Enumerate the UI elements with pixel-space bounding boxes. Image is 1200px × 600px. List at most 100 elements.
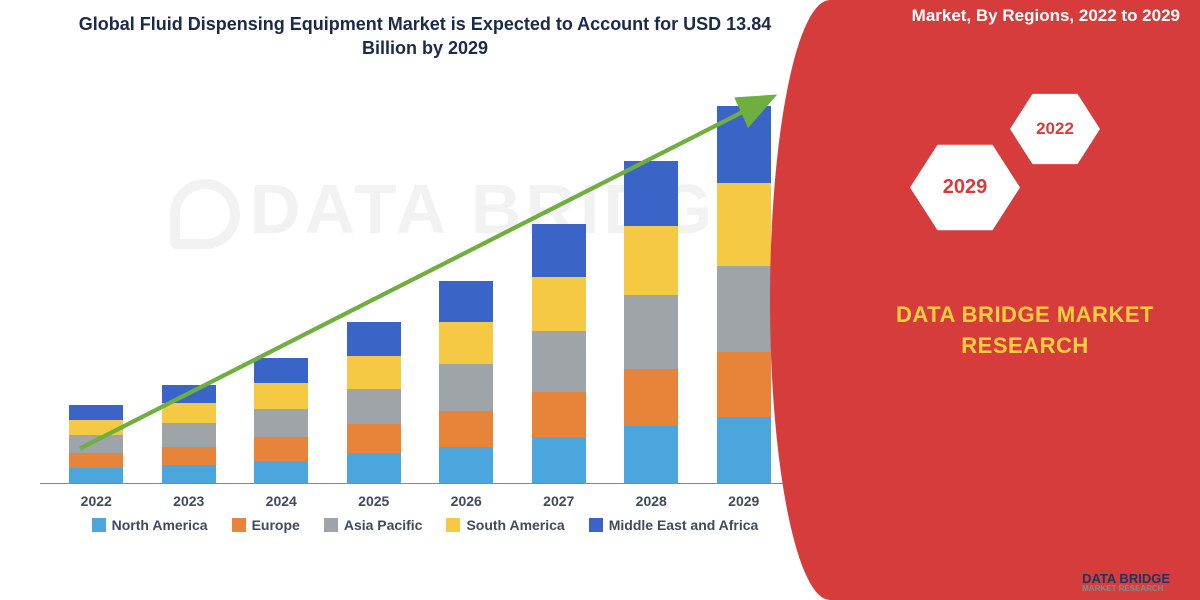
hex-2029-label: 2029: [943, 176, 988, 199]
bar-segment: [254, 437, 308, 461]
bar-segment: [439, 322, 493, 364]
chart-area: DATA BRIDGE 2022202320242025202620272028…: [40, 79, 800, 509]
bar-segment: [347, 322, 401, 355]
bar-segment: [439, 281, 493, 323]
bar-segment: [532, 437, 586, 482]
bar-segment: [439, 411, 493, 447]
x-label: 2028: [616, 493, 686, 509]
bar-segment: [717, 266, 771, 352]
bar-segment: [624, 161, 678, 226]
bar-segment: [624, 226, 678, 295]
bar-segment: [69, 468, 123, 482]
bar-segment: [162, 423, 216, 447]
bar-segment: [254, 383, 308, 409]
legend-label: South America: [466, 517, 564, 533]
bar-stack: [69, 405, 123, 482]
bar-segment: [254, 409, 308, 438]
bar-segment: [347, 389, 401, 425]
bar-segment: [532, 224, 586, 277]
bar-segment: [347, 424, 401, 453]
bar-group: [339, 322, 409, 482]
bar-segment: [162, 403, 216, 423]
legend-swatch: [324, 518, 338, 532]
brand-line2: RESEARCH: [961, 333, 1088, 358]
legend-item: South America: [446, 517, 564, 533]
bar-stack: [532, 224, 586, 483]
bar-group: [246, 358, 316, 483]
bar-stack: [254, 358, 308, 483]
legend-item: Europe: [232, 517, 300, 533]
x-label: 2024: [246, 493, 316, 509]
bar-segment: [624, 295, 678, 369]
bar-segment: [162, 447, 216, 465]
footer-logo-text: DATA BRIDGE MARKET RESEARCH: [1082, 572, 1170, 593]
legend-swatch: [589, 518, 603, 532]
brand-line1: DATA BRIDGE MARKET: [896, 302, 1154, 327]
footer-logo: DATA BRIDGE MARKET RESEARCH: [1046, 568, 1170, 596]
x-label: 2026: [431, 493, 501, 509]
x-label: 2022: [61, 493, 131, 509]
bars-container: [40, 104, 800, 484]
bar-segment: [717, 417, 771, 482]
hex-2022: 2022: [1010, 90, 1100, 168]
chart-title: Global Fluid Dispensing Equipment Market…: [30, 12, 820, 61]
bar-segment: [717, 183, 771, 266]
root: Global Fluid Dispensing Equipment Market…: [0, 0, 1200, 600]
x-label: 2023: [154, 493, 224, 509]
bar-segment: [717, 106, 771, 183]
bar-segment: [439, 364, 493, 412]
x-label: 2025: [339, 493, 409, 509]
bar-group: [61, 405, 131, 482]
bar-group: [616, 161, 686, 483]
legend-item: North America: [92, 517, 208, 533]
bar-segment: [532, 331, 586, 393]
bar-segment: [69, 405, 123, 419]
legend-item: Asia Pacific: [324, 517, 423, 533]
legend-label: Asia Pacific: [344, 517, 423, 533]
bar-segment: [162, 465, 216, 483]
right-panel: Market, By Regions, 2022 to 2029 2029 20…: [830, 0, 1200, 600]
bar-segment: [532, 392, 586, 437]
bar-segment: [69, 420, 123, 435]
legend-label: Middle East and Africa: [609, 517, 759, 533]
hex-group: 2029 2022: [880, 70, 1140, 270]
legend: North America Europe Asia Pacific South Ame…: [30, 517, 820, 533]
bar-segment: [347, 453, 401, 483]
bar-segment: [69, 453, 123, 468]
hex-2029: 2029: [910, 140, 1020, 235]
legend-swatch: [232, 518, 246, 532]
bar-segment: [254, 461, 308, 482]
legend-swatch: [92, 518, 106, 532]
footer-logo-icon: [1046, 568, 1074, 596]
bar-segment: [532, 277, 586, 330]
brand-label: DATA BRIDGE MARKET RESEARCH: [830, 300, 1200, 362]
bar-segment: [624, 426, 678, 483]
right-header: Market, By Regions, 2022 to 2029: [912, 6, 1180, 26]
legend-label: North America: [112, 517, 208, 533]
hex-2022-label: 2022: [1036, 119, 1074, 139]
bar-stack: [624, 161, 678, 483]
bar-group: [709, 106, 779, 482]
footer-logo-sub: MARKET RESEARCH: [1082, 585, 1170, 593]
bar-segment: [717, 352, 771, 417]
bar-segment: [254, 358, 308, 383]
bar-stack: [162, 385, 216, 482]
bar-segment: [69, 435, 123, 453]
bar-group: [154, 385, 224, 482]
bar-stack: [439, 281, 493, 483]
legend-item: Middle East and Africa: [589, 517, 759, 533]
bar-stack: [717, 106, 771, 482]
x-axis-labels: 2022 2023 2024 2025 2026 2027 2028 2029: [40, 493, 800, 509]
bar-group: [431, 281, 501, 483]
bar-segment: [624, 369, 678, 426]
x-label: 2027: [524, 493, 594, 509]
x-label: 2029: [709, 493, 779, 509]
bar-segment: [347, 356, 401, 389]
chart-panel: Global Fluid Dispensing Equipment Market…: [0, 0, 830, 600]
bar-segment: [439, 447, 493, 483]
bar-stack: [347, 322, 401, 482]
bar-group: [524, 224, 594, 483]
legend-label: Europe: [252, 517, 300, 533]
bar-segment: [162, 385, 216, 403]
legend-swatch: [446, 518, 460, 532]
